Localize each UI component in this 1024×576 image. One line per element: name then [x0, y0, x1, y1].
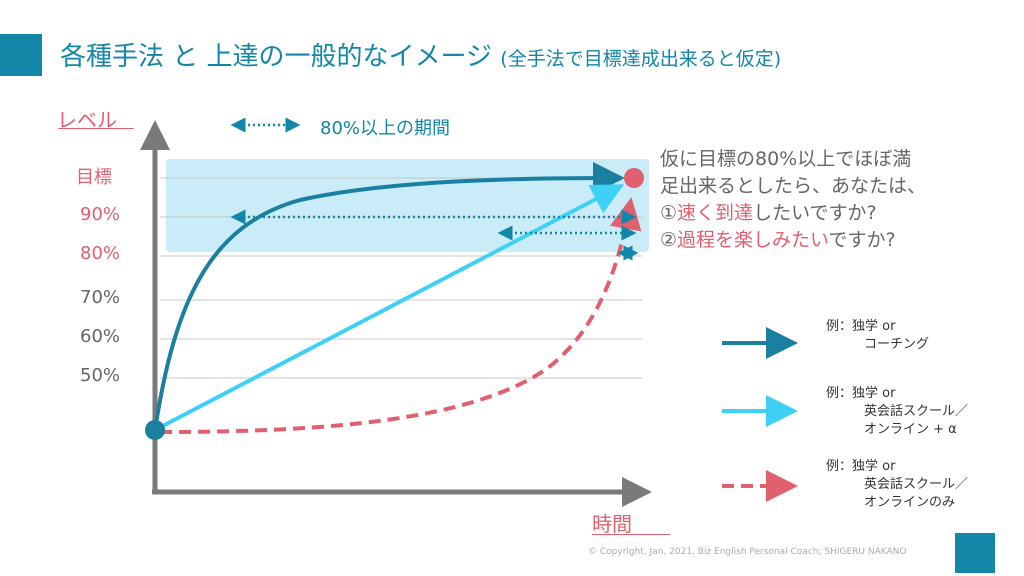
- question-line-2: 足出来るとしたら、あなたは、: [660, 175, 927, 197]
- tick-target: 目標: [76, 167, 112, 188]
- y-axis-label-underline: [58, 128, 134, 129]
- copyright-notice: © Copyright, Jan, 2021, Biz English Pers…: [588, 547, 907, 557]
- legend-slow-line2: 英会話スクール／: [864, 477, 969, 492]
- title-main: 各種手法 と 上達の一般的なイメージ: [60, 42, 493, 72]
- question-4-highlight: 過程を楽しみたい: [677, 229, 829, 251]
- tick-80: 80%: [80, 243, 121, 264]
- title-subtitle: (全手法で目標達成出来ると仮定): [500, 48, 782, 70]
- title-accent-square: [0, 34, 42, 76]
- page-title: 各種手法 と 上達の一般的なイメージ (全手法で目標達成出来ると仮定): [60, 36, 781, 73]
- legend-slow-line3: オンラインのみ: [864, 495, 956, 510]
- question-3-highlight: 速く到達: [677, 202, 754, 224]
- tick-60: 60%: [80, 326, 121, 347]
- question-3-prefix: ①: [660, 202, 678, 224]
- legend-slow-line1: 例：独学 or: [826, 459, 896, 474]
- period-legend-label: 80%以上の期間: [320, 118, 451, 139]
- tick-90: 90%: [80, 204, 121, 225]
- question-4-prefix: ②: [660, 229, 678, 251]
- legend-text-slow: 例：独学 or 英会話スクール／ オンラインのみ: [826, 458, 968, 512]
- tick-70: 70%: [80, 287, 121, 308]
- legend-linear-line2: 英会話スクール／: [864, 404, 969, 419]
- curve-fast-coaching: [153, 162, 625, 431]
- question-4-suffix: ですか?: [828, 229, 896, 251]
- question-line-3: ①速く到達したいですか?: [660, 200, 926, 227]
- legend-linear-line1: 例：独学 or: [826, 386, 896, 401]
- question-block: 仮に目標の80%以上でほぼ満 足出来るとしたら、あなたは、 ①速く到達したいです…: [660, 146, 926, 254]
- question-line-4: ②過程を楽しみたいですか?: [660, 227, 926, 254]
- corner-accent-square: [955, 533, 995, 573]
- x-axis-label-underline: [592, 534, 670, 535]
- legend-text-linear: 例：独学 or 英会話スクール／ オンライン + α: [826, 385, 968, 439]
- goal-dot: [624, 168, 644, 188]
- start-dot: [145, 420, 165, 440]
- question-3-suffix: したいですか?: [753, 202, 877, 224]
- legend-fast-line1: 例：独学 or: [826, 319, 896, 334]
- x-axis-label: 時間: [592, 512, 632, 536]
- legend-text-fast: 例：独学 or コーチング: [826, 318, 929, 354]
- legend-linear-line3: オンライン + α: [864, 422, 957, 437]
- curve-slow-school-only: [159, 197, 642, 434]
- tick-50: 50%: [80, 365, 121, 386]
- legend-fast-line2: コーチング: [864, 337, 930, 352]
- target-band-highlight: [166, 159, 649, 252]
- question-line-1: 仮に目標の80%以上でほぼ満: [660, 148, 912, 170]
